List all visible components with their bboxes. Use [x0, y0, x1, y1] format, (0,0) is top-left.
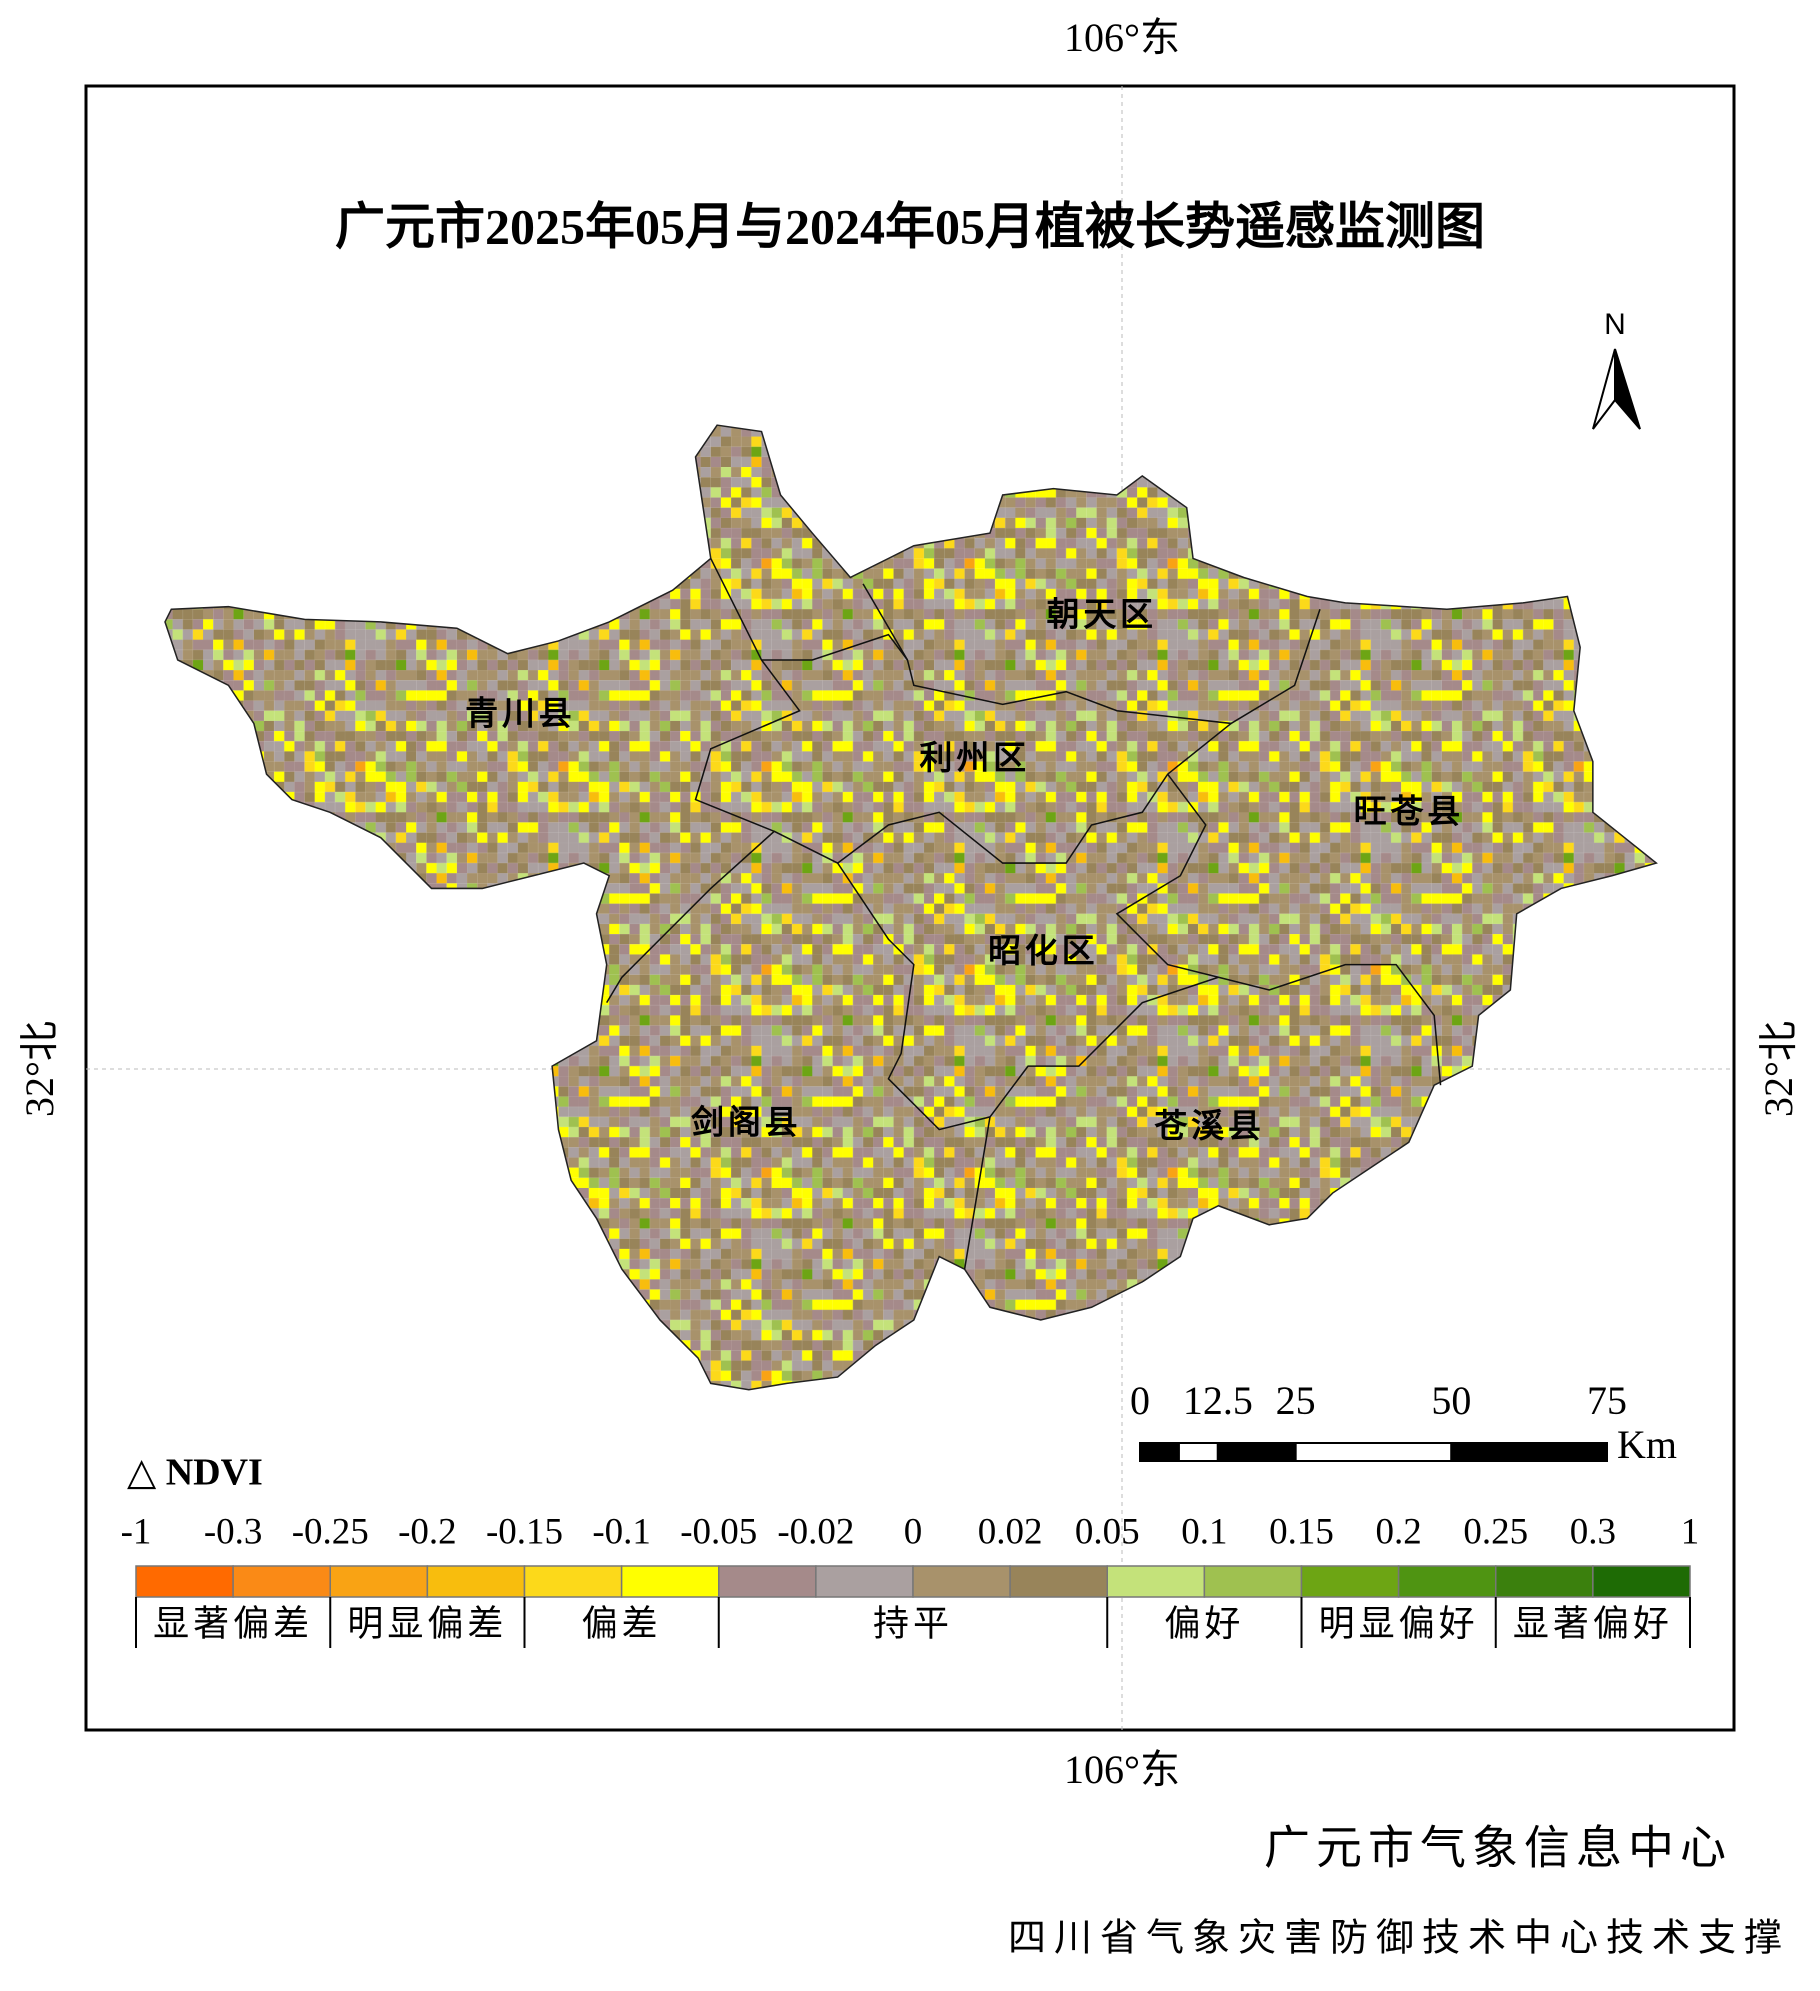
scale-label: 12.5 — [1183, 1378, 1253, 1423]
legend-swatch — [329, 1565, 429, 1598]
scale-segment — [1139, 1442, 1180, 1462]
north-arrow — [1614, 348, 1641, 430]
legend-break-label: 0.3 — [1570, 1511, 1616, 1552]
scale-label: 25 — [1276, 1378, 1316, 1423]
legend-class-label: 明显偏差 — [347, 1603, 507, 1643]
legend-swatch — [1009, 1565, 1108, 1598]
legend-break-label: 0.15 — [1269, 1511, 1334, 1552]
legend-swatch — [135, 1565, 234, 1598]
region-outline — [164, 424, 1658, 1391]
legend-break-label: -1 — [121, 1511, 152, 1552]
credit: 四川省气象灾害防御技术中心技术支撑 — [1008, 1918, 1790, 1960]
legend-swatch — [1300, 1565, 1400, 1598]
district-label: 利州区 — [920, 740, 1030, 777]
legend-break-label: 0.2 — [1376, 1511, 1422, 1552]
north-label: N — [1604, 308, 1626, 341]
district-label: 剑阁县 — [691, 1103, 801, 1141]
legend-swatch — [523, 1565, 623, 1598]
legend-swatch — [1106, 1565, 1206, 1598]
district-label: 朝天区 — [1046, 597, 1156, 634]
district-label: 旺苍县 — [1354, 793, 1464, 830]
scale-unit: Km — [1617, 1422, 1677, 1467]
scale-segment — [1294, 1442, 1453, 1462]
scale-segment — [1216, 1442, 1297, 1462]
district-label: 青川县 — [465, 696, 575, 733]
legend-break-label: -0.2 — [398, 1511, 457, 1552]
credit: 广元市气象信息中心 — [1264, 1823, 1732, 1874]
district-label: 苍溪县 — [1154, 1108, 1264, 1145]
district-border — [862, 583, 1321, 725]
legend-break-label: 1 — [1681, 1511, 1700, 1552]
legend-swatch — [1495, 1565, 1594, 1598]
legend-class-label: 偏差 — [582, 1603, 662, 1643]
district-border — [963, 1116, 991, 1270]
scale-label: 75 — [1587, 1378, 1627, 1423]
legend-swatch — [620, 1565, 720, 1598]
scale-label: 0 — [1130, 1378, 1150, 1423]
legend-swatch — [232, 1565, 331, 1598]
legend-swatch — [718, 1565, 817, 1598]
legend-swatch — [815, 1565, 914, 1598]
lon-label: 106°东 — [1064, 15, 1180, 60]
legend-break-label: -0.3 — [204, 1511, 263, 1552]
legend-swatch — [1397, 1565, 1497, 1598]
legend-break-label: -0.15 — [486, 1511, 563, 1552]
scale-segment — [1450, 1442, 1609, 1462]
district-label: 昭化区 — [988, 933, 1098, 970]
district-border — [761, 633, 909, 661]
legend: △ NDVI -1 -0.3 -0.25 -0.2 -0.15 -0.1 -0.05 -0.0… — [121, 1452, 1700, 1648]
legend-swatch — [426, 1565, 526, 1598]
map-title: 广元市2025年05月与2024年05月植被长势遥感监测图 — [335, 198, 1485, 254]
legend-class-label: 偏好 — [1164, 1603, 1244, 1643]
legend-break-label: 0.25 — [1463, 1511, 1528, 1552]
legend-title: △ NDVI — [127, 1452, 263, 1494]
legend-break-label: -0.02 — [777, 1511, 854, 1552]
legend-class-label: 持平 — [873, 1603, 953, 1643]
lat-label: 32°北 — [1756, 1021, 1801, 1117]
legend-break-label: 0 — [904, 1511, 923, 1552]
legend-swatch — [912, 1565, 1011, 1598]
legend-break-label: -0.1 — [592, 1511, 651, 1552]
legend-class-label: 显著偏好 — [1513, 1603, 1673, 1643]
lon-label: 106°东 — [1064, 1747, 1180, 1792]
legend-class-label: 显著偏差 — [153, 1603, 313, 1643]
scale-segment — [1177, 1442, 1219, 1462]
district-border — [837, 862, 1219, 1131]
legend-class-label: 明显偏好 — [1319, 1603, 1479, 1643]
legend-break-label: -0.25 — [292, 1511, 369, 1552]
legend-swatch — [1203, 1565, 1303, 1598]
legend-break-label: 0.05 — [1075, 1511, 1140, 1552]
legend-break-label: 0.02 — [978, 1511, 1043, 1552]
lat-label: 32°北 — [17, 1021, 62, 1117]
district-borders — [606, 558, 1442, 1270]
district-border — [773, 722, 1232, 864]
legend-break-label: -0.05 — [680, 1511, 757, 1552]
legend-break-label: 0.1 — [1181, 1511, 1227, 1552]
district-border — [606, 558, 801, 1004]
legend-swatch — [1592, 1565, 1691, 1598]
scale-label: 50 — [1431, 1378, 1471, 1423]
